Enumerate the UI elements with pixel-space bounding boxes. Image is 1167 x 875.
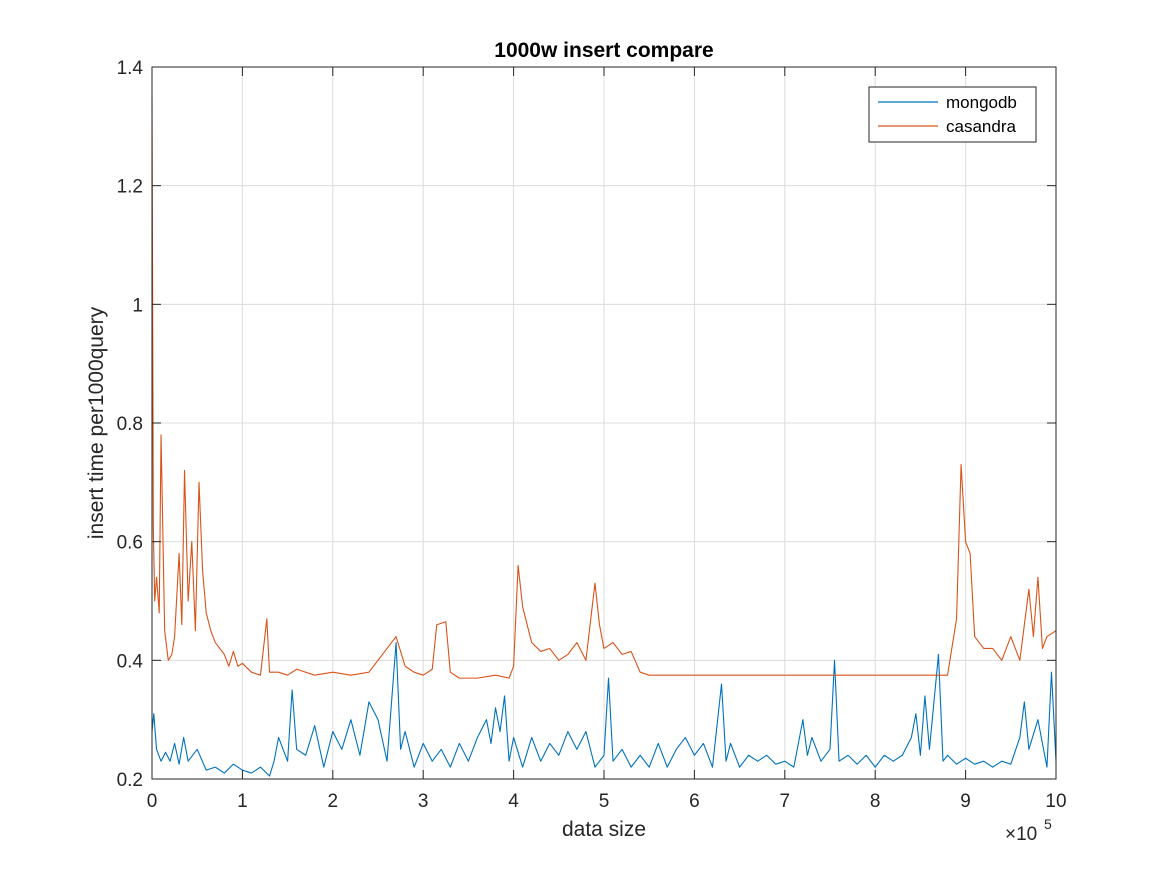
y-tick-label: 0.8: [117, 414, 143, 435]
legend-label-mongodb: mongodb: [946, 93, 1017, 112]
grid: [152, 67, 1056, 779]
x-axis-label: data size: [562, 818, 646, 841]
x-tick-label: 1: [237, 791, 248, 812]
y-tick-label: 1: [132, 295, 143, 316]
x-tick-label: 7: [780, 791, 791, 812]
x-tick-label: 3: [418, 791, 429, 812]
y-tick-label: 0.2: [117, 770, 143, 791]
chart-title: 1000w insert compare: [494, 39, 713, 62]
series-line-mongodb: [151, 641, 1057, 777]
y-tick-label: 0.4: [117, 651, 144, 672]
x-axis-exponent-base: ×10: [1005, 824, 1037, 845]
legend-box: [868, 86, 1037, 143]
x-tick-label: 8: [870, 791, 881, 812]
x-axis-exponent-power: 5: [1044, 816, 1052, 832]
x-tick-label: 5: [599, 791, 610, 812]
x-tick-label: 2: [328, 791, 339, 812]
ticks: [151, 66, 1057, 780]
y-tick-label: 1.2: [117, 177, 143, 198]
x-axis-exponent: ×10 5: [1005, 816, 1052, 845]
legend-label-casandra: casandra: [946, 117, 1016, 136]
tick-labels: 0 1 2 3 4 5 6 7 8 9 10 0.2 0.4 0.6 0.8 1 1.2 1.4: [117, 58, 1067, 812]
x-tick-label: 0: [147, 791, 158, 812]
x-tick-label: 9: [960, 791, 971, 812]
series-line-casandra: [151, 96, 1057, 679]
x-tick-label: 10: [1045, 791, 1066, 812]
legend: mongodb casandra: [868, 86, 1037, 143]
y-tick-label: 1.4: [117, 58, 144, 79]
y-tick-label: 0.6: [117, 533, 143, 554]
y-axis-label: insert time per1000query: [85, 306, 108, 539]
x-tick-label: 4: [508, 791, 519, 812]
x-tick-label: 6: [689, 791, 700, 812]
series-lines: [151, 96, 1057, 777]
